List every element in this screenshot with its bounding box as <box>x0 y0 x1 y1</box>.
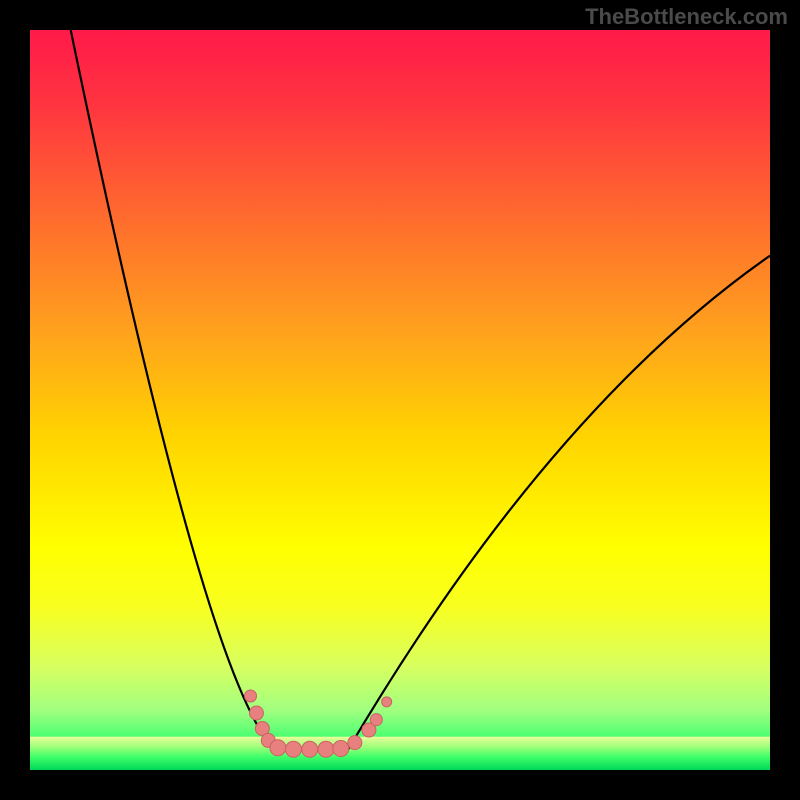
chart-svg <box>30 30 770 770</box>
data-marker <box>348 736 362 750</box>
data-marker <box>245 690 257 702</box>
data-marker <box>302 741 318 757</box>
data-marker <box>370 714 382 726</box>
data-marker <box>270 740 286 756</box>
green-band <box>30 737 770 770</box>
data-marker <box>318 741 334 757</box>
data-marker <box>285 741 301 757</box>
data-marker <box>333 741 349 757</box>
data-marker <box>249 706 263 720</box>
gradient-background <box>30 30 770 770</box>
data-marker <box>382 697 392 707</box>
watermark-text: TheBottleneck.com <box>585 4 788 30</box>
chart-plot-area <box>30 30 770 770</box>
